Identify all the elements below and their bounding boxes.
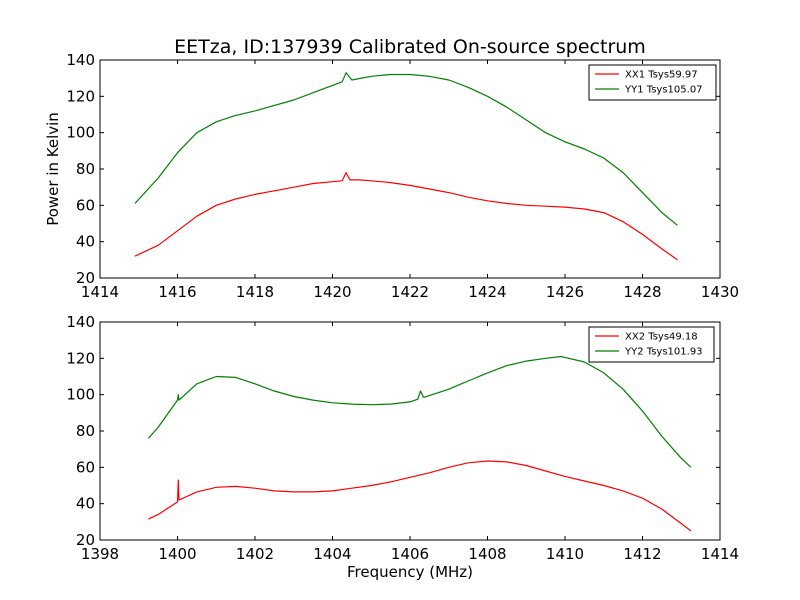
x-tick-label: 1408 [468, 545, 506, 563]
y-tick-label: 80 [76, 160, 95, 178]
x-tick-label: 1398 [81, 545, 119, 563]
y-tick-label: 100 [66, 124, 95, 142]
top-panel: 1414 1416 1418 1420 1422 1424 1426 1428 1430 20 40… [66, 51, 739, 301]
y-tick-label: 120 [66, 87, 95, 105]
legend-label: XX2 Tsys49.18 [625, 332, 698, 343]
x-tick-label: 1422 [391, 283, 429, 301]
y-tick-label: 60 [76, 458, 95, 476]
y-tick-label: 60 [76, 196, 95, 214]
x-axis-label: Frequency (MHz) [347, 563, 473, 581]
legend-label: XX1 Tsys59.97 [625, 70, 698, 81]
x-tick-label: 1406 [391, 545, 429, 563]
y-tick-label: 20 [76, 269, 95, 287]
x-tick-label: 1424 [468, 283, 506, 301]
x-tick-label: 1416 [158, 283, 196, 301]
legend-label: YY2 Tsys101.93 [624, 347, 703, 358]
y-tick-label: 80 [76, 422, 95, 440]
legend-label: YY1 Tsys105.07 [624, 85, 703, 96]
chart-title: EETza, ID:137939 Calibrated On-source sp… [174, 36, 646, 58]
series-line-1 [134, 172, 678, 261]
legend-box [588, 326, 715, 363]
y-axis-label-top: Power in Kelvin [44, 112, 62, 226]
x-tick-label: 1410 [546, 545, 584, 563]
y-tick-label: 140 [66, 313, 95, 331]
bottom-panel: 1398 1400 1402 1404 1406 1408 1410 1412 1414 20 40… [66, 313, 739, 563]
y-tick-label: 40 [76, 495, 95, 513]
x-tick-label: 1414 [81, 283, 119, 301]
x-tick-label: 1404 [313, 545, 351, 563]
x-tick-label: 1426 [546, 283, 584, 301]
series-line-1 [148, 460, 692, 532]
series-line-2 [147, 355, 692, 468]
x-tick-label: 1414 [701, 545, 739, 563]
x-tick-label: 1402 [236, 545, 274, 563]
x-tick-label: 1418 [236, 283, 274, 301]
y-tick-label: 120 [66, 349, 95, 367]
y-tick-label: 100 [66, 386, 95, 404]
legend-box [588, 64, 717, 101]
y-tick-label: 20 [76, 531, 95, 549]
y-tick-label: 140 [66, 51, 95, 69]
series-line-2 [134, 72, 678, 226]
y-tick-label: 40 [76, 233, 95, 251]
x-tick-label: 1412 [623, 545, 661, 563]
x-tick-label: 1428 [623, 283, 661, 301]
x-tick-label: 1420 [313, 283, 351, 301]
x-tick-label: 1430 [701, 283, 739, 301]
legend: XX2 Tsys49.18 YY2 Tsys101.93 [588, 326, 715, 363]
x-tick-label: 1400 [158, 545, 196, 563]
legend: XX1 Tsys59.97 YY1 Tsys105.07 [588, 64, 717, 101]
